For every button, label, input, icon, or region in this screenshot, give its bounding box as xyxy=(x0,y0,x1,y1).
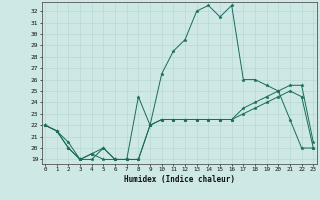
X-axis label: Humidex (Indice chaleur): Humidex (Indice chaleur) xyxy=(124,175,235,184)
